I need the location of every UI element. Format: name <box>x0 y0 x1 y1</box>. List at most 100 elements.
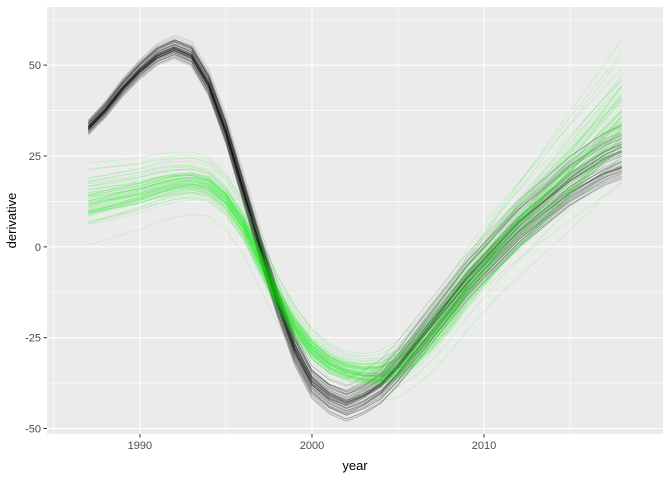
series-0-line <box>88 48 622 403</box>
series-0-line <box>88 46 622 402</box>
series-1-line <box>88 109 622 369</box>
series-1-line <box>88 137 622 386</box>
series-0-line <box>88 49 622 412</box>
series-1-line <box>88 143 622 388</box>
series-0-line <box>88 49 622 403</box>
series-0-line <box>88 50 622 406</box>
series-0-line <box>88 54 622 412</box>
series-0-line <box>88 54 622 406</box>
series-1-line <box>88 121 622 377</box>
series-0-line <box>88 48 622 406</box>
series-1-line <box>88 128 622 377</box>
x-axis: 1990 2000 2010 <box>128 434 496 452</box>
series-1-line <box>88 74 623 366</box>
series-1-line <box>88 121 622 380</box>
series-1-line <box>88 93 623 380</box>
series-0-line <box>88 47 622 401</box>
series-1-line <box>88 128 623 378</box>
series-0-line <box>88 48 622 409</box>
series-1-line <box>88 127 622 375</box>
series-0-line <box>88 39 622 396</box>
series-0-line <box>88 39 622 395</box>
series-0-line <box>88 52 622 414</box>
series-1-line <box>88 116 622 377</box>
series-1-line <box>88 85 622 370</box>
series-0-line <box>88 48 622 407</box>
x-tick-label: 2010 <box>472 440 496 452</box>
series-0-line <box>88 50 622 398</box>
series-1-line <box>88 157 622 383</box>
series-1-line <box>88 85 623 370</box>
series-1-line <box>88 79 623 365</box>
series-0-line <box>88 41 622 400</box>
series-0-line <box>88 52 622 411</box>
series-1-line <box>88 79 622 358</box>
series-0-line <box>88 50 622 413</box>
series-1-line <box>88 126 622 377</box>
series-1-line <box>88 104 623 376</box>
y-axis: -50 -25 0 25 50 <box>25 60 47 436</box>
series-0-line <box>88 57 622 414</box>
series-0-line <box>88 49 622 405</box>
series-1-line <box>88 117 623 376</box>
series-0-line <box>88 48 622 398</box>
series-0-line <box>88 47 622 404</box>
series-1-line <box>88 88 623 376</box>
series-0-line <box>88 48 622 412</box>
series-1-line <box>88 108 622 375</box>
x-axis-title: year <box>342 458 368 473</box>
series-0-line <box>88 51 622 420</box>
grid-major-lines <box>47 7 663 434</box>
series-1-line <box>88 68 622 355</box>
y-axis-title: derivative <box>4 193 19 249</box>
series-0-line <box>88 43 622 404</box>
series-1-line <box>88 124 622 372</box>
series-0-line <box>88 46 622 408</box>
series-0-line <box>88 46 622 406</box>
series-1-line <box>88 56 623 363</box>
series-0-line <box>88 53 622 415</box>
series-0-line <box>88 39 622 401</box>
series-1 <box>88 39 623 402</box>
series-0-line <box>88 38 622 403</box>
series-1-line <box>88 110 622 373</box>
series-1-line <box>88 125 622 360</box>
y-tick-label: -25 <box>25 333 41 345</box>
series-1-line <box>88 120 622 369</box>
series-1-line <box>88 155 622 381</box>
series-0-line <box>88 35 622 380</box>
series-1-line <box>88 128 623 374</box>
series-0-line <box>88 41 622 396</box>
y-tick-label: 50 <box>29 60 41 72</box>
series-1-line <box>88 144 622 384</box>
series-0-line <box>88 56 622 416</box>
y-tick-label: 0 <box>35 242 41 254</box>
series-1-line <box>88 137 622 382</box>
series-0-line <box>88 47 622 396</box>
series-1-line <box>88 117 622 375</box>
series-1-line <box>88 133 622 382</box>
series-0-line <box>88 56 622 420</box>
series-0-line <box>88 55 622 415</box>
series-1-line <box>88 142 622 377</box>
series-0-line <box>88 49 622 402</box>
series-1-line <box>88 122 622 369</box>
series-1-line <box>88 135 622 385</box>
series-0-line <box>88 53 622 416</box>
series-0-line <box>88 39 622 392</box>
series-1-line <box>88 86 623 370</box>
series-1-line <box>88 52 623 366</box>
series-1-line <box>88 100 622 377</box>
series-1-line <box>88 180 622 402</box>
series-1-line <box>88 147 622 373</box>
series-0-line <box>88 40 622 395</box>
series-1-line <box>88 114 623 365</box>
series-0-line <box>88 46 622 401</box>
series-1-line <box>88 100 623 379</box>
series-1-line <box>88 147 622 380</box>
series-1-line <box>88 98 622 362</box>
series-0-line <box>88 50 622 405</box>
series-1-line <box>88 143 622 384</box>
series-0-line <box>88 43 622 401</box>
